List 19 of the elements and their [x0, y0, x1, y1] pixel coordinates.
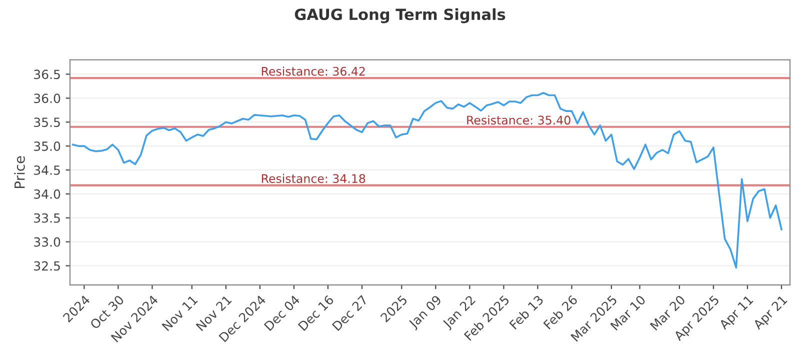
x-tick-label: Jan 09 — [408, 294, 444, 331]
x-tick-label: Dec 27 — [332, 294, 368, 332]
y-tick-label: 34.5 — [34, 165, 60, 175]
y-tick-label: 33.0 — [34, 237, 60, 247]
line-series — [72, 92, 782, 269]
y-tick-label: 36.0 — [34, 94, 60, 104]
y-tick-label: 33.5 — [34, 213, 60, 223]
y-tick-label: 36.5 — [34, 70, 60, 80]
ref-line-label: Resistance: 34.18 — [262, 174, 366, 184]
y-tick-label: 32.5 — [34, 261, 60, 271]
ref-line-label: Resistance: 36.42 — [262, 66, 365, 76]
y-tick-label: 34.0 — [34, 189, 60, 199]
x-tick-label: Feb 13 — [508, 294, 544, 330]
y-tick-label: 35.0 — [34, 142, 60, 151]
y-tick-label: 35.5 — [34, 118, 60, 128]
chart-title: GAUG Long Term Signals — [294, 8, 506, 24]
x-tick-label: Feb 26 — [542, 294, 578, 330]
ref-line-label: Resistance: 35.40 — [467, 115, 570, 125]
y-axis-title: Price — [14, 156, 25, 188]
